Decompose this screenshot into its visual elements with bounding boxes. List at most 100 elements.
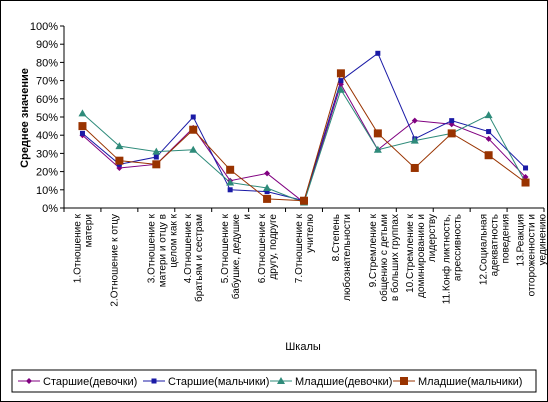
- series-line: [82, 82, 526, 204]
- category-label-line: 2.Отношение к отцу: [109, 214, 120, 307]
- data-point: [263, 183, 272, 191]
- legend-marker: [277, 377, 285, 384]
- category-label-line: целом как к: [168, 213, 179, 267]
- data-point: [189, 145, 198, 153]
- data-point: [153, 154, 159, 160]
- category-label: 9.Стремление к общению с детьми в больших …: [368, 213, 401, 301]
- data-point: [78, 109, 87, 117]
- y-tick-label: 10%: [36, 185, 58, 197]
- y-tick-label: 70%: [36, 76, 58, 88]
- category-label-line: в больших группах: [389, 214, 401, 301]
- category-label-line: учителю: [305, 214, 316, 253]
- legend-marker: [151, 378, 157, 384]
- category-label: 3.Отношение к матери и отцу в целом как к: [146, 213, 179, 287]
- category-label-line: 10.Стремление к: [405, 213, 416, 293]
- data-point: [152, 147, 161, 155]
- y-tick-label: 40%: [36, 130, 58, 142]
- data-point: [115, 156, 124, 165]
- data-point: [263, 194, 272, 203]
- y-tick-label: 90%: [36, 39, 58, 51]
- category-label-line: 6.Отношение к: [257, 213, 268, 283]
- axes: [60, 25, 545, 212]
- category-label: 7.Отношение к учителю: [294, 213, 316, 283]
- data-point: [521, 178, 530, 187]
- category-label-line: 4.Отношение к: [183, 213, 194, 283]
- category-label-line: матери и отцу в: [157, 214, 168, 287]
- legend-label: Младшие(девочки): [295, 376, 392, 388]
- category-label-line: 3.Отношение к: [146, 213, 157, 283]
- category-label-line: общению с детьми: [378, 214, 390, 301]
- category-label-line: любознательности: [341, 214, 353, 301]
- category-label: 5.Отношение к бабушке, дедушке и: [220, 213, 253, 299]
- category-label-line: другу, подруге: [268, 214, 279, 280]
- y-tick-label: 20%: [36, 167, 58, 179]
- category-label-line: 7.Отношение к: [294, 213, 305, 283]
- data-point: [115, 142, 124, 150]
- category-label-line: 9.Стремление к: [368, 213, 379, 287]
- data-point: [410, 136, 419, 144]
- category-label: 11.Конф ликтность, агрессивность: [441, 214, 464, 304]
- y-tick-labels: 0% 10% 20% 30% 40% 50% 60% 70% 80% 90% 100%: [30, 21, 58, 215]
- legend-entry: Младшие(девочки): [270, 376, 392, 388]
- data-point: [300, 196, 308, 205]
- category-label-line: поведения: [501, 214, 512, 263]
- data-point: [189, 125, 198, 134]
- category-label-line: агрессивность: [453, 214, 464, 281]
- y-tick-label: 30%: [36, 148, 58, 160]
- y-tick-label: 50%: [36, 112, 58, 124]
- category-label-line: уединению: [538, 214, 548, 266]
- data-point: [264, 189, 270, 195]
- category-label-line: матери: [83, 214, 94, 247]
- category-label-line: лидерству: [427, 214, 438, 262]
- data-point: [410, 163, 419, 172]
- series-line: [82, 72, 526, 202]
- legend: Старшие(девочки) Старшие(мальчики) Младшие…: [18, 376, 522, 388]
- data-point: [373, 129, 382, 138]
- data-point: [336, 69, 345, 78]
- y-tick-label: 80%: [36, 57, 58, 69]
- legend-label: Старшие(девочки): [43, 376, 137, 388]
- data-point: [484, 151, 493, 160]
- data-point: [411, 117, 418, 124]
- category-label: 4.Отношение к братьям и сестрам: [183, 213, 205, 302]
- data-point: [78, 122, 87, 131]
- legend-label: Старшие(мальчики): [168, 376, 269, 388]
- data-point: [523, 165, 529, 171]
- data-point: [484, 111, 493, 119]
- category-labels: 1.Отношение к матери 2.Отношение к отцу 3.О…: [72, 213, 548, 306]
- y-tick-label: 100%: [30, 21, 58, 33]
- legend-entry: Младшие(мальчики): [393, 376, 522, 388]
- y-tick-label: 60%: [36, 94, 58, 106]
- y-axis-title: Среднее значение: [19, 68, 31, 168]
- series-markers: [78, 50, 530, 206]
- data-point: [375, 50, 381, 56]
- category-label-line: адекватность: [490, 214, 501, 276]
- legend-entry: Старшие(девочки): [18, 376, 137, 388]
- data-point: [485, 135, 492, 142]
- category-label-line: бабушке, дедушке: [230, 214, 242, 300]
- category-label-line: доминированию и: [416, 214, 427, 298]
- data-point: [226, 165, 235, 174]
- category-label-line: 1.Отношение к: [72, 213, 83, 283]
- category-label-line: братьям и сестрам: [193, 214, 205, 302]
- legend-label: Младшие(мальчики): [418, 376, 522, 388]
- category-label: 13.Реакция отгороженности и уединению: [516, 214, 548, 297]
- category-label-line: и: [242, 214, 253, 220]
- data-point: [190, 114, 196, 120]
- data-point: [226, 178, 235, 186]
- category-label-line: 12.Социальная: [479, 214, 490, 285]
- category-label: 2.Отношение к отцу: [109, 214, 120, 307]
- data-point: [336, 85, 345, 93]
- category-label-line: 8.Степень: [331, 214, 342, 261]
- category-label-line: 5.Отношение к: [220, 213, 231, 283]
- category-label-line: отгороженности и: [527, 214, 538, 296]
- data-point: [152, 160, 161, 169]
- data-point: [79, 130, 85, 136]
- legend-entry: Старшие(мальчики): [143, 376, 269, 388]
- x-axis-title: Шкалы: [285, 341, 321, 353]
- series-line: [82, 88, 526, 204]
- category-label: 10.Стремление к доминированию и лидерству: [405, 213, 438, 297]
- data-point: [264, 170, 271, 177]
